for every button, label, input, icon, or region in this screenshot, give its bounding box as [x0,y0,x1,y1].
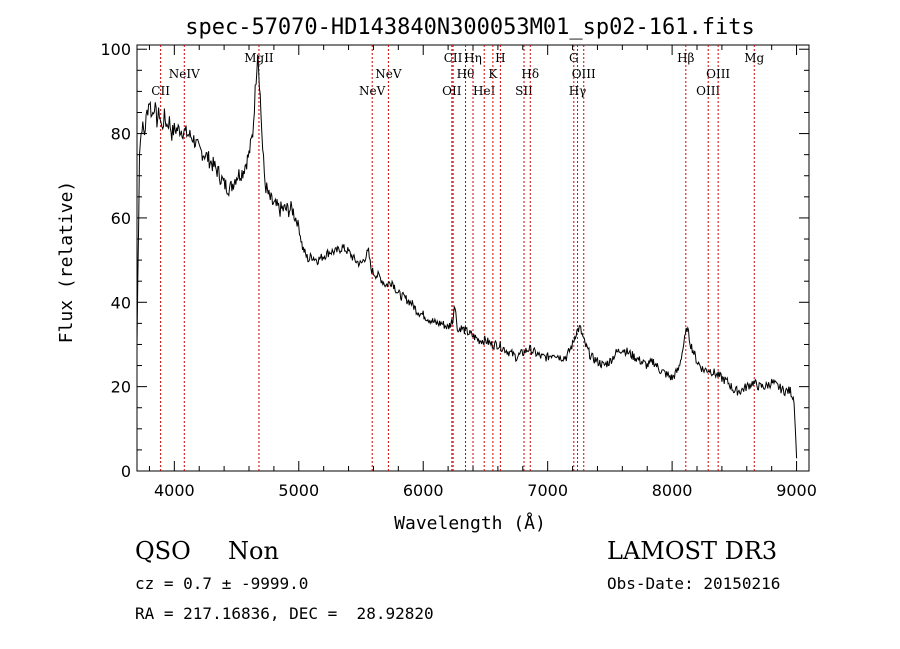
line-label: OII [442,84,462,98]
line-label: Hη [464,51,482,65]
spectrum-chart: spec-57070-HD143840N300053M01_sp02-161.f… [56,15,817,534]
spectrum-line [136,54,798,459]
y-tick-label: 80 [111,125,131,144]
line-label: MgII [244,51,274,65]
y-tick-label: 100 [100,40,131,59]
line-label: NeV [375,67,402,81]
line-label: K [488,67,498,81]
x-tick-label: 9000 [776,481,817,500]
chart-title: spec-57070-HD143840N300053M01_sp02-161.f… [185,15,755,40]
line-label: HeI [473,84,496,98]
survey-name: LAMOST DR3 [607,537,778,565]
line-label: NeV [359,84,386,98]
obs-date: Obs-Date: 20150216 [607,574,781,593]
redshift-cz: cz = 0.7 ± -9999.0 [135,574,309,593]
line-label: Hβ [677,51,694,65]
plot-area: CII NeIV MgII NeV NeV OII CII Hθ Hη HeI KH SII Hδ G Hγ… [100,40,816,500]
y-tick-label: 20 [111,378,131,397]
x-tick-label: 7000 [527,481,568,500]
line-label: Mg [744,51,764,65]
y-tick-label: 0 [121,462,131,481]
y-tick-label: 60 [111,209,131,228]
line-label: OIII [706,67,730,81]
object-subclass: Non [228,537,279,565]
line-label: G [569,51,579,65]
x-tick-label: 4000 [154,481,195,500]
x-tick-label: 8000 [652,481,693,500]
line-label: Hθ [457,67,475,81]
line-label: SII [515,84,533,98]
x-tick-label: 6000 [403,481,444,500]
x-axis-label: Wavelength (Å) [394,512,546,534]
y-tick-label: 40 [111,293,131,312]
line-label: CII [151,84,170,98]
line-label: OIII [696,84,720,98]
x-tick-label: 5000 [278,481,319,500]
line-label: NeIV [169,67,200,81]
line-label: OIII [572,67,596,81]
line-label: Hγ [569,84,587,98]
line-label: CII [444,51,463,65]
line-label: H [495,51,505,65]
object-class: QSO [135,537,191,565]
ra-dec: RA = 217.16836, DEC = 28.92820 [135,604,434,623]
y-axis-label: Flux (relative) [56,181,77,344]
line-label: Hδ [521,67,539,81]
